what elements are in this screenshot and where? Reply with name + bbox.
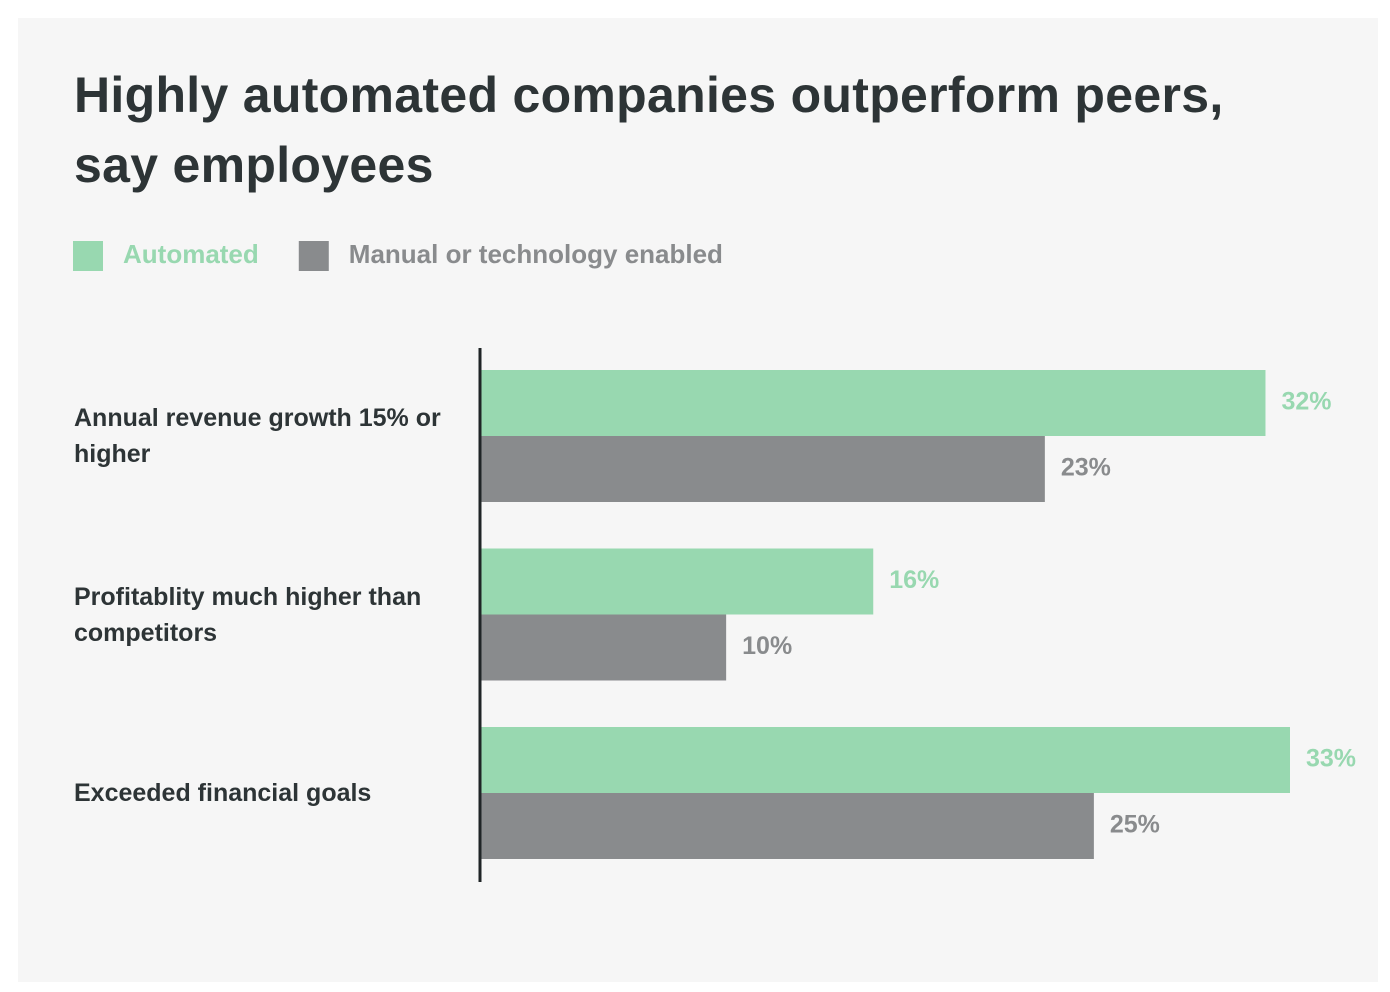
bar bbox=[481, 436, 1045, 502]
value-label: 33% bbox=[1306, 745, 1356, 773]
chart-title: Highly automated companies outperform pe… bbox=[74, 67, 1224, 193]
bar bbox=[481, 370, 1266, 436]
bar bbox=[481, 727, 1290, 793]
legend-label: Manual or technology enabled bbox=[349, 239, 723, 269]
bar bbox=[481, 614, 727, 681]
value-label: 23% bbox=[1061, 454, 1111, 482]
legend-swatch bbox=[298, 241, 329, 271]
value-label: 25% bbox=[1110, 811, 1160, 839]
category-label: Exceeded financial goals bbox=[74, 779, 372, 807]
value-label: 10% bbox=[742, 632, 792, 660]
value-label: 16% bbox=[889, 566, 939, 594]
category-label: Annual revenue growth 15% or higher bbox=[74, 404, 441, 468]
legend-label: Automated bbox=[123, 239, 259, 269]
bar bbox=[481, 793, 1094, 859]
legend-swatch bbox=[73, 241, 103, 271]
bar bbox=[481, 548, 874, 615]
value-label: 32% bbox=[1281, 388, 1331, 416]
category-label: Profitablity much higher than competitor… bbox=[74, 582, 422, 647]
